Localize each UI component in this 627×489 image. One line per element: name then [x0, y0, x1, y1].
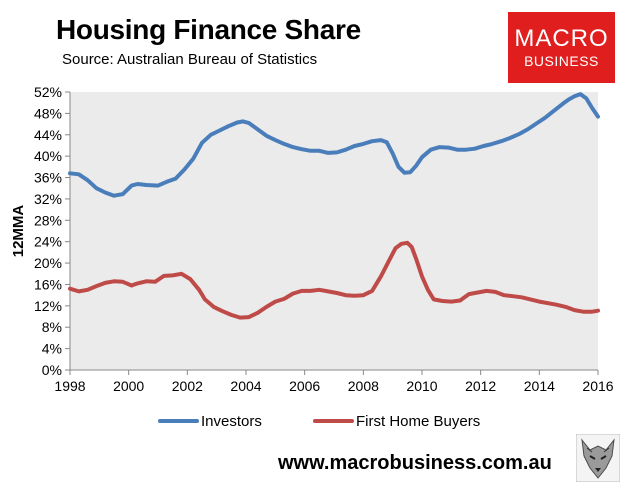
y-tick-label: 24%	[34, 234, 62, 250]
x-tick-label: 1998	[54, 378, 85, 394]
y-tick-label: 0%	[42, 362, 62, 378]
y-tick-label: 12%	[34, 298, 62, 314]
x-tick-label: 2008	[348, 378, 379, 394]
y-tick-label: 44%	[34, 127, 62, 143]
chart-title: Housing Finance Share	[56, 14, 361, 45]
y-tick-label: 28%	[34, 212, 62, 228]
y-tick-label: 32%	[34, 191, 62, 207]
y-tick-label: 40%	[34, 148, 62, 164]
y-tick-label: 48%	[34, 105, 62, 121]
x-tick-label: 2000	[113, 378, 144, 394]
logo-line-2: BUSINESS	[524, 52, 599, 69]
y-tick-label: 8%	[42, 319, 62, 335]
x-tick-label: 2014	[524, 378, 555, 394]
y-tick-label: 4%	[42, 341, 62, 357]
wolf-mascot-icon	[576, 434, 620, 482]
y-tick-label: 52%	[34, 84, 62, 100]
x-tick-label: 2006	[289, 378, 320, 394]
x-tick-label: 2010	[406, 378, 437, 394]
x-tick-label: 2016	[582, 378, 613, 394]
macrobusiness-logo: MACRO BUSINESS	[508, 12, 615, 83]
website-url: www.macrobusiness.com.au	[278, 452, 552, 474]
y-tick-label: 16%	[34, 276, 62, 292]
logo-line-1: MACRO	[514, 24, 609, 52]
y-axis-label: 12MMA	[10, 205, 27, 258]
chart-source: Source: Australian Bureau of Statistics	[62, 51, 318, 68]
series-line-investors	[68, 92, 600, 198]
x-tick-label: 2004	[230, 378, 261, 394]
x-tick-label: 2012	[465, 378, 496, 394]
series-line-first-home-buyers	[68, 240, 600, 320]
x-tick-label: 2002	[172, 378, 203, 394]
y-tick-label: 20%	[34, 255, 62, 271]
legend-label-first-home-buyers: First Home Buyers	[356, 413, 480, 430]
y-tick-label: 36%	[34, 170, 62, 186]
legend-label-investors: Investors	[201, 413, 262, 430]
